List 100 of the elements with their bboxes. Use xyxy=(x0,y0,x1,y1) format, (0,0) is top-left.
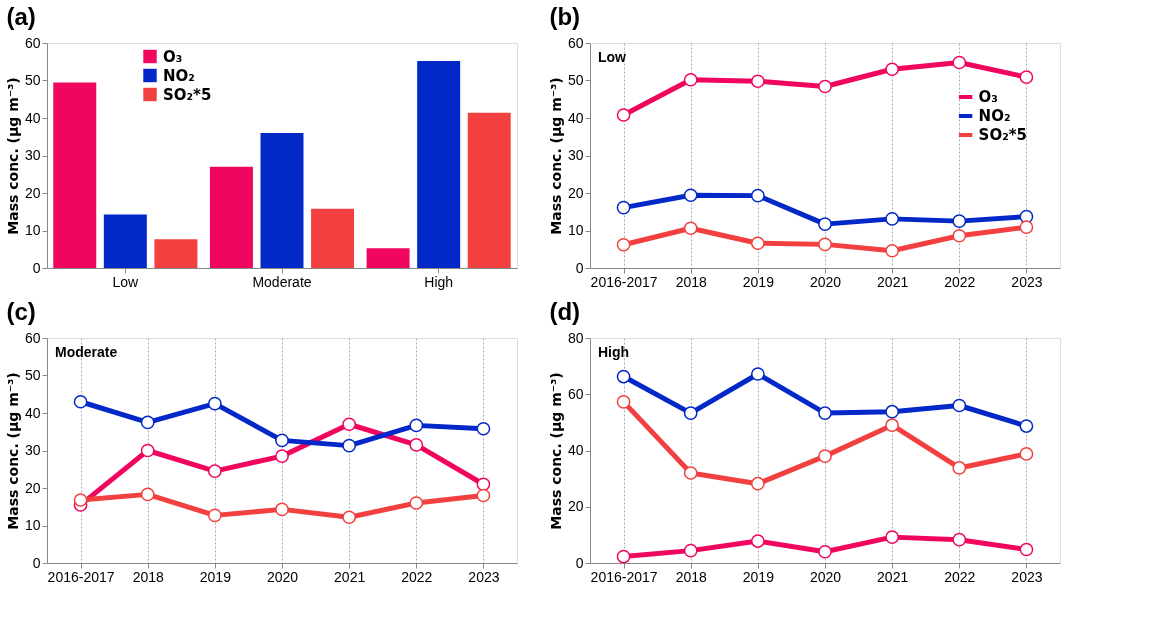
x-tick-label: 2020 xyxy=(809,273,842,290)
x-tick-label: 2021 xyxy=(877,568,909,585)
point xyxy=(616,200,631,215)
y-tick-label: 10 xyxy=(24,517,41,533)
x-tick-label: 2022 xyxy=(944,568,976,585)
point xyxy=(818,217,832,231)
point xyxy=(1019,220,1034,234)
point xyxy=(750,74,765,89)
y-axis-title: Mass conc. (μg m⁻³) xyxy=(547,372,564,530)
point xyxy=(750,476,765,491)
y-tick-label: 20 xyxy=(567,498,584,515)
point xyxy=(750,188,765,203)
x-tick-label: 2023 xyxy=(1011,568,1043,585)
point xyxy=(616,394,631,409)
point xyxy=(616,549,631,564)
x-tick-label: 2019 xyxy=(742,568,775,585)
x-tick-label: 2022 xyxy=(944,273,976,290)
x-tick-label: 2021 xyxy=(877,273,909,290)
point xyxy=(73,493,88,507)
point xyxy=(683,406,698,420)
point xyxy=(750,236,765,251)
x-tick-label: 2020 xyxy=(809,568,842,585)
point xyxy=(616,369,631,384)
point xyxy=(818,544,832,559)
point xyxy=(952,532,967,547)
point xyxy=(885,243,900,258)
point xyxy=(885,212,900,226)
x-tick-label: 2020 xyxy=(266,568,299,585)
y-tick-label: 20 xyxy=(567,184,584,201)
point xyxy=(476,421,491,436)
point xyxy=(140,415,155,430)
point xyxy=(683,221,698,236)
point xyxy=(409,496,424,510)
y-tick-label: 50 xyxy=(567,72,584,88)
chart-title: (c) xyxy=(6,298,36,325)
point xyxy=(275,449,289,463)
point xyxy=(952,214,967,228)
y-axis-title: Mass conc. (μg m⁻³) xyxy=(547,77,564,235)
point xyxy=(73,394,88,409)
point xyxy=(616,237,631,252)
point xyxy=(342,417,357,432)
point xyxy=(275,502,289,517)
point xyxy=(207,464,222,478)
chart-title: (a) xyxy=(6,3,36,30)
legend-label: O₃ xyxy=(163,47,183,66)
point xyxy=(476,477,491,492)
point xyxy=(952,228,967,243)
y-tick-label: 30 xyxy=(567,147,584,163)
bar xyxy=(154,239,198,268)
point xyxy=(342,438,357,453)
legend-label: O₃ xyxy=(978,88,998,106)
bar xyxy=(366,248,410,268)
x-tick-label: 2018 xyxy=(675,568,707,585)
point xyxy=(952,55,967,70)
point xyxy=(476,488,491,503)
point xyxy=(818,406,832,420)
point xyxy=(952,398,967,413)
legend-label: SO₂*5 xyxy=(978,126,1028,144)
y-tick-label: 0 xyxy=(575,259,584,276)
point xyxy=(140,443,155,458)
bar xyxy=(103,214,147,268)
y-tick-label: 80 xyxy=(567,329,584,346)
point xyxy=(750,534,765,548)
y-tick-label: 40 xyxy=(567,442,584,458)
y-tick-label: 20 xyxy=(24,479,41,496)
x-tick-label: 2016-2017 xyxy=(47,568,115,585)
point xyxy=(207,508,222,523)
point xyxy=(683,543,698,558)
legend-label: NO₂ xyxy=(163,66,195,85)
x-tick-label: 2021 xyxy=(334,568,366,585)
point xyxy=(952,461,967,475)
point xyxy=(885,418,900,433)
point xyxy=(1019,542,1034,557)
chart-title: (b) xyxy=(549,3,581,30)
point xyxy=(818,237,832,252)
x-tick-label: Low xyxy=(112,273,140,290)
x-tick-label: 2019 xyxy=(742,273,775,290)
point xyxy=(342,510,357,525)
y-tick-label: 30 xyxy=(24,147,41,163)
x-tick-label: 2019 xyxy=(199,568,232,585)
point xyxy=(275,433,289,448)
annotation: Moderate xyxy=(55,344,118,360)
x-tick-label: 2022 xyxy=(401,568,433,585)
x-tick-label: Moderate xyxy=(252,273,312,290)
y-tick-label: 50 xyxy=(24,72,41,88)
bar xyxy=(53,82,97,268)
y-axis-title: Mass conc. (μg m⁻³) xyxy=(4,77,21,235)
point xyxy=(818,449,832,463)
y-tick-label: 0 xyxy=(32,554,41,571)
y-tick-label: 30 xyxy=(24,442,41,458)
legend-label: NO₂ xyxy=(978,107,1011,125)
point xyxy=(683,72,698,87)
y-tick-label: 40 xyxy=(567,109,584,126)
point xyxy=(818,79,832,94)
x-tick-label: 2016-2017 xyxy=(590,568,658,585)
y-tick-label: 40 xyxy=(24,404,41,421)
point xyxy=(409,418,424,433)
x-tick-label: High xyxy=(424,273,454,290)
y-tick-label: 20 xyxy=(24,184,41,201)
y-tick-label: 60 xyxy=(24,34,41,51)
